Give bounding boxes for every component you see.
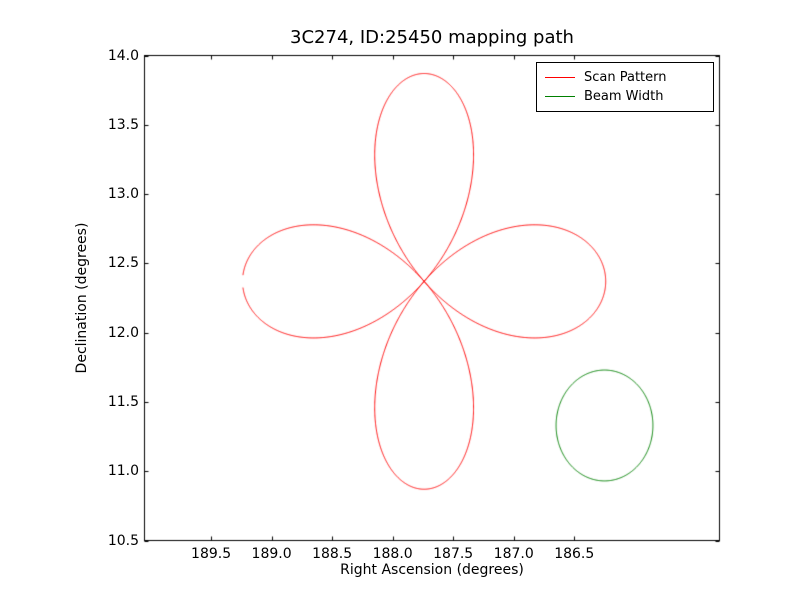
chart-title: 3C274, ID:25450 mapping path — [290, 27, 574, 48]
x-axis-label: Right Ascension (degrees) — [340, 562, 524, 578]
y-tick-label: 13.0 — [107, 186, 139, 203]
y-tick-label: 10.5 — [107, 532, 139, 549]
y-tick-label: 11.5 — [107, 393, 139, 410]
legend-entry-beam-width: Beam Width — [537, 87, 713, 106]
x-tick-label: 187.5 — [433, 546, 474, 562]
scan-pattern-line-sample — [545, 77, 575, 78]
x-tick-label: 188.0 — [372, 546, 413, 562]
y-tick-label: 12.5 — [107, 255, 139, 272]
beam-width-line-sample — [545, 96, 575, 97]
y-tick-label: 13.5 — [107, 116, 139, 133]
x-tick-label: 188.5 — [312, 546, 353, 562]
y-axis-label: Declination (degrees) — [74, 222, 90, 374]
legend-entry-scan-pattern: Scan Pattern — [537, 68, 713, 87]
x-tick-label: 189.5 — [191, 546, 232, 562]
x-tick-label: 187.0 — [493, 546, 534, 562]
legend: Scan Pattern Beam Width — [536, 62, 714, 112]
legend-label-scan-pattern: Scan Pattern — [584, 70, 667, 85]
y-tick-label: 14.0 — [107, 47, 139, 64]
y-tick-label: 12.0 — [107, 324, 139, 341]
legend-label-beam-width: Beam Width — [584, 89, 664, 104]
x-tick-label: 186.5 — [554, 546, 595, 562]
x-tick-label: 189.0 — [251, 546, 292, 562]
y-tick-label: 11.0 — [107, 463, 139, 480]
